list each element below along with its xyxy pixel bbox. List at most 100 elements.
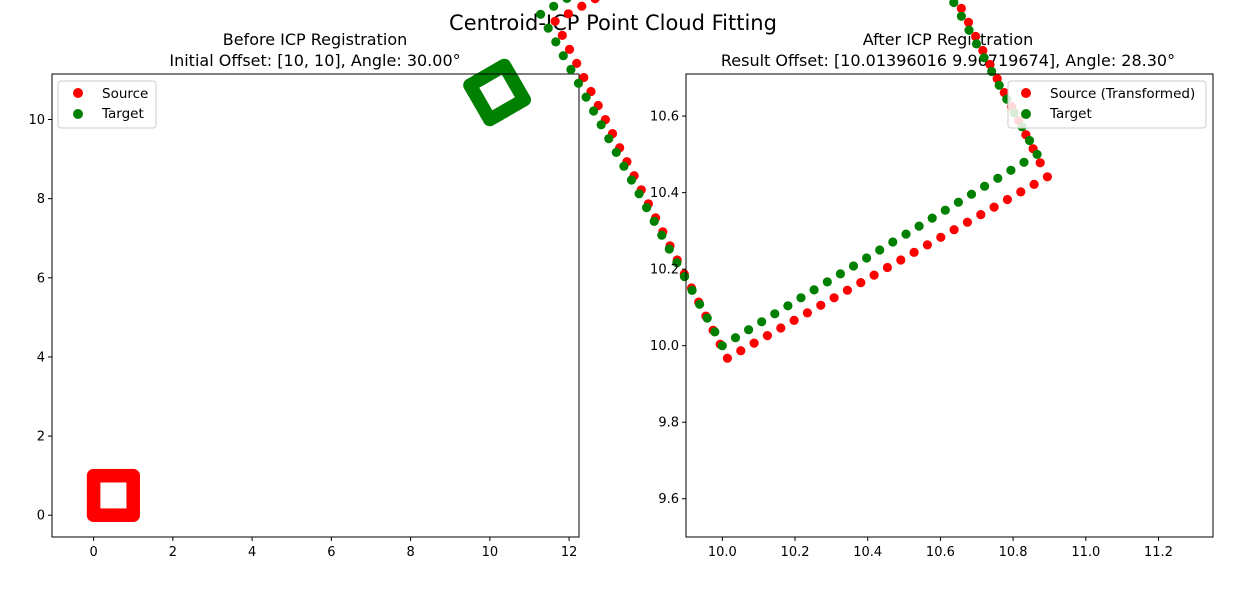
right-target-point [927,213,937,223]
right-target-point [796,293,806,303]
right-target-point [966,189,977,199]
right-source-point [829,293,839,303]
right-source-point [557,30,567,40]
right-target-point [770,309,780,319]
right-target-point [551,37,561,47]
right-source-point [971,31,981,41]
right-source-point [976,210,986,220]
after-registration-panel: After ICP Registration Result Offset: [1… [536,0,1214,560]
right-source-point [762,331,773,341]
right-target-point [914,221,924,231]
right-target-point [971,39,982,49]
right-target-point [979,53,989,63]
left-title-line1: Before ICP Registration [223,30,408,49]
right-source-point [896,255,906,265]
right-legend-target-label: Target [1049,106,1092,122]
left-y-tick-label: 8 [37,192,45,207]
right-source-point [722,353,733,363]
right-y-tick-label: 10.4 [650,186,679,201]
right-target-point [589,106,599,116]
right-target-point [980,181,990,191]
right-target-point [757,317,767,327]
right-legend-target-marker [1021,109,1031,119]
left-x-tick-label: 10 [482,545,499,560]
right-target-point [822,277,832,287]
right-target-point [949,0,959,8]
right-x-tick-label: 10.6 [926,545,955,560]
right-target-point [710,327,720,337]
right-target-point [940,205,950,215]
right-source-point [1016,187,1026,197]
right-target-point [536,9,546,19]
right-source-point [956,3,966,14]
right-target-point [702,313,712,323]
left-x-tick-label: 6 [327,545,335,560]
right-target-point [848,261,859,271]
before-registration-panel: Before ICP Registration Initial Offset: … [28,30,580,560]
left-plot-points [86,58,531,522]
left-y-tick-label: 0 [37,509,45,524]
left-legend-target-marker [73,109,83,119]
right-target-point [664,244,674,254]
right-source-point [590,0,600,4]
right-y-tick-label: 10.2 [650,263,679,278]
right-target-point [687,285,697,295]
right-source-point [936,232,946,242]
right-source-point [579,72,589,83]
right-target-point [604,134,614,144]
right-legend-source-label: Source (Transformed) [1050,86,1195,102]
right-target-point [543,23,553,33]
right-source-point [985,59,995,70]
right-source-point [816,300,826,310]
right-target-point [573,78,584,88]
right-source-point [962,217,973,227]
right-title-line1: After ICP Registration [863,30,1034,49]
right-source-point [882,262,893,273]
left-legend-source-label: Source [102,86,148,102]
right-target-point [875,245,885,255]
right-x-tick-label: 10.4 [853,545,882,560]
right-title-line2: Result Offset: [10.01396016 9.96719674],… [721,51,1175,70]
right-target-point [993,173,1003,183]
right-x-tick-label: 10.8 [999,545,1028,560]
right-target-point [596,120,606,130]
right-y-tick-label: 9.8 [658,416,679,431]
right-legend-box [1007,80,1207,129]
right-target-point [695,299,705,309]
right-target-point [717,341,727,351]
right-source-point [736,346,746,356]
right-source-point [1002,194,1013,205]
left-axes-frame [51,73,580,538]
right-source-point [776,323,786,333]
right-source-point [563,9,574,19]
left-axis-ticks: 0 2 4 6 8 10 12 0 2 4 6 8 10 [28,113,577,560]
right-plot-points [536,0,1052,363]
left-x-tick-label: 4 [248,545,256,560]
right-target-point [549,1,559,11]
right-target-point [634,189,644,199]
right-target-point [1024,135,1035,146]
right-y-tick-label: 9.6 [658,492,679,507]
left-x-tick-label: 2 [169,545,177,560]
right-source-point [577,1,587,11]
right-target-point [956,11,967,21]
right-target-point [953,197,964,207]
right-target-point [888,237,898,247]
left-x-tick-label: 8 [406,545,414,560]
right-source-point [989,202,999,212]
left-legend-source-marker [73,88,83,98]
right-source-point [963,17,974,27]
right-target-point [1032,149,1042,159]
left-x-tick-label: 0 [89,545,97,560]
right-source-point [550,16,560,26]
right-target-point [744,325,754,335]
right-source-point [978,45,988,56]
right-target-point [619,161,629,171]
right-source-point [909,247,919,257]
right-axes-frame [685,73,1214,538]
right-axis-ticks: 10.0 10.2 10.4 10.6 10.8 11.0 11.2 9.6 9.8 10.0 10… [650,110,1173,560]
right-source-point [572,58,582,68]
right-target-point [558,51,568,61]
right-target-point [730,333,741,343]
